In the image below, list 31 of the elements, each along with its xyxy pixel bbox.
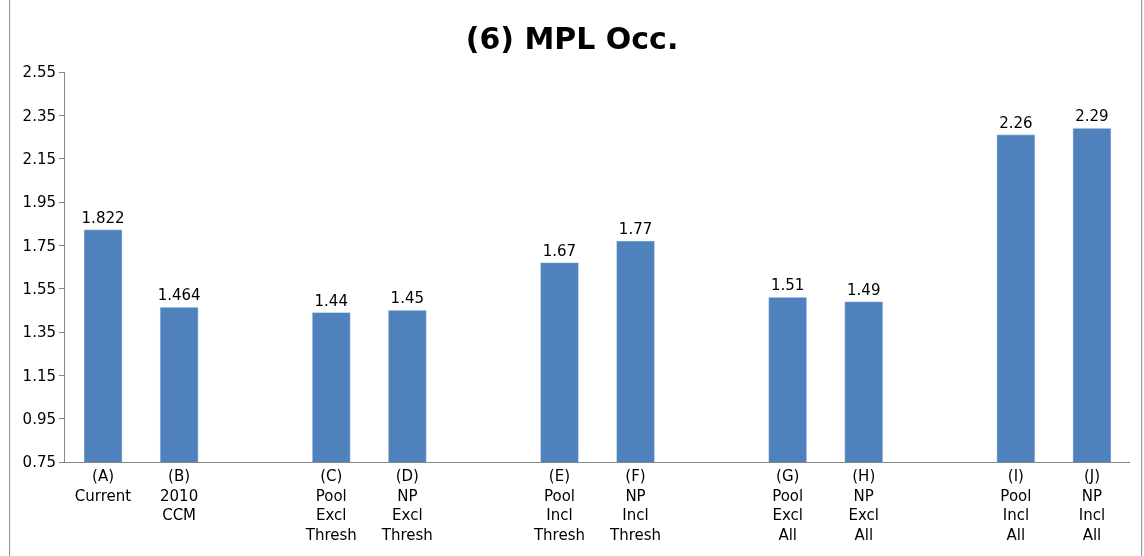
x-tick-label: (F) NP Incl Thresh — [609, 467, 662, 544]
y-tick-label: 2.55 — [22, 63, 56, 82]
x-tick-label: (A) Current — [74, 467, 132, 505]
y-tick-label: 1.95 — [22, 193, 56, 212]
x-tick-label: (J) NP Incl All — [1078, 467, 1106, 544]
data-label: 1.822 — [81, 208, 125, 227]
y-tick-label: 2.15 — [22, 149, 56, 168]
y-tick-label: 1.35 — [22, 323, 56, 342]
chart-title: (6) MPL Occ. — [465, 21, 679, 57]
y-tick-label: 1.55 — [22, 279, 56, 298]
data-label: 1.49 — [847, 280, 881, 299]
y-tick-label: 0.95 — [22, 409, 56, 428]
data-label: 2.26 — [999, 113, 1033, 132]
x-tick-label: (H) NP Excl All — [848, 467, 880, 544]
x-tick-label: (B) 2010 CCM — [160, 467, 199, 524]
data-label: 2.29 — [1075, 107, 1109, 126]
x-tick-label: (C) Pool Excl Thresh — [304, 467, 357, 544]
y-tick-label: 1.15 — [22, 366, 56, 385]
y-tick-label: 2.35 — [22, 106, 56, 125]
data-label: 1.464 — [157, 286, 201, 305]
y-tick-label: 1.75 — [22, 236, 56, 255]
x-tick-label: (D) NP Excl Thresh — [380, 467, 433, 544]
data-label: 1.44 — [314, 291, 348, 310]
data-label: 1.67 — [542, 241, 577, 260]
data-label: 1.45 — [390, 289, 425, 308]
data-label: 1.77 — [618, 220, 653, 238]
data-label: 1.51 — [770, 276, 805, 295]
x-tick-label: (E) Pool Incl Thresh — [532, 467, 585, 544]
x-tick-label: (G) Pool Excl All — [772, 467, 804, 544]
y-tick-label: 0.75 — [22, 453, 56, 472]
x-tick-label: (I) Pool Incl All — [1000, 467, 1032, 544]
